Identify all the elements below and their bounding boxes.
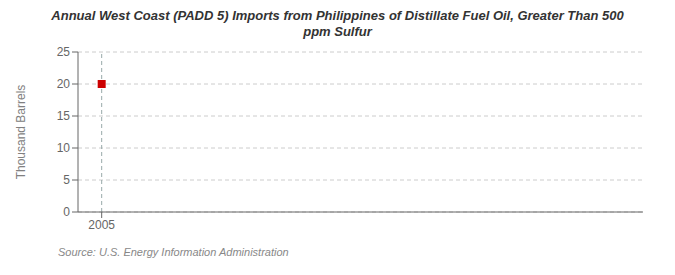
- html-text:Annual West Coast (PADD 5) Imp: Annual West Coast (PADD 5) Imports from …: [51, 8, 624, 23]
- html-text:Source: U.S. Energy Informatio: Source: U.S. Energy Information Administ…: [58, 246, 289, 258]
- svg-text:Thousand Barrels: Thousand Barrels: [14, 85, 28, 180]
- svg-text:20: 20: [57, 77, 71, 91]
- svg-text:2005: 2005: [88, 218, 115, 232]
- svg-text:25: 25: [57, 45, 71, 59]
- svg-text:15: 15: [57, 109, 71, 123]
- svg-text:0: 0: [63, 205, 70, 219]
- svg-text:10: 10: [57, 141, 71, 155]
- html-text:ppm Sulfur: ppm Sulfur: [303, 24, 372, 39]
- svg-text:5: 5: [63, 173, 70, 187]
